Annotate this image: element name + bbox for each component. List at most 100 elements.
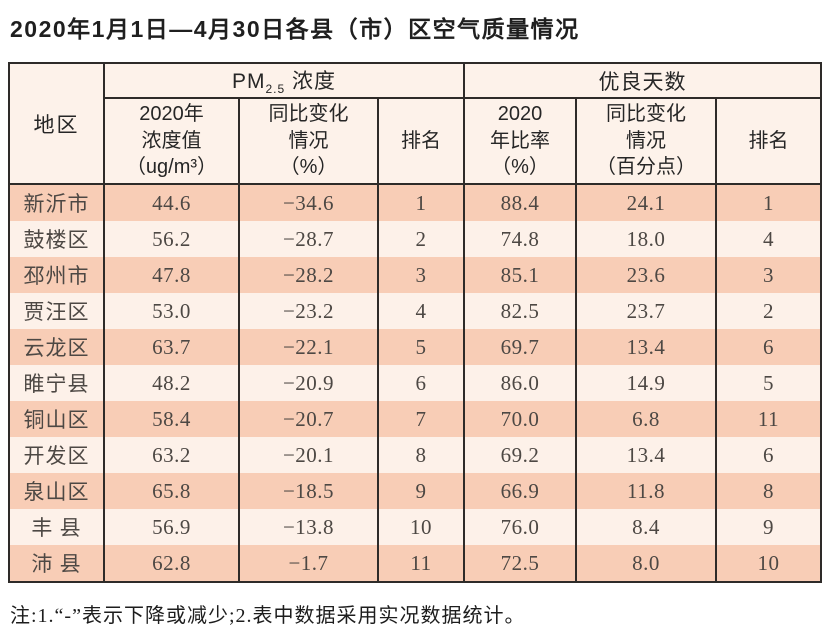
table-row: 丰 县 56.9 −13.8 10 76.0 8.4 9: [8, 509, 823, 545]
cell-pm25-rank: 2: [376, 221, 466, 257]
cell-good-change: 6.8: [575, 401, 718, 437]
cell-good-rank: 1: [715, 184, 823, 221]
col-header-good-rank: 排名: [715, 98, 823, 185]
cell-pm25-value: 48.2: [103, 365, 240, 401]
cell-good-change: 13.4: [575, 329, 718, 365]
col-header-region: 地区: [8, 63, 105, 185]
footnote: 注:1.“-”表示下降或减少;2.表中数据采用实况数据统计。: [10, 605, 526, 627]
cell-pm25-value: 56.9: [103, 509, 240, 545]
col-group-pm25: PM2.5 浓度: [102, 63, 466, 99]
table-row: 泉山区 65.8 −18.5 9 66.9 11.8 8: [8, 473, 823, 509]
cell-pm25-value: 62.8: [103, 545, 240, 582]
cell-region: 铜山区: [8, 401, 105, 437]
table-row: 贾汪区 53.0 −23.2 4 82.5 23.7 2: [8, 293, 823, 329]
cell-pm25-value: 63.7: [103, 329, 240, 365]
table-row: 铜山区 58.4 −20.7 7 70.0 6.8 11: [8, 401, 823, 437]
cell-good-rate: 72.5: [463, 545, 578, 582]
cell-pm25-value: 53.0: [103, 293, 240, 329]
cell-good-rate: 69.7: [463, 329, 578, 365]
cell-good-change: 23.7: [575, 293, 718, 329]
cell-pm25-rank: 8: [376, 437, 466, 473]
cell-good-rate: 69.2: [463, 437, 578, 473]
cell-pm25-change: −20.1: [238, 437, 379, 473]
cell-pm25-change: −28.2: [238, 257, 379, 293]
cell-region: 邳州市: [8, 257, 105, 293]
cell-region: 鼓楼区: [8, 221, 105, 257]
cell-good-change: 24.1: [575, 184, 718, 221]
cell-good-rate: 74.8: [463, 221, 578, 257]
table-row: 鼓楼区 56.2 −28.7 2 74.8 18.0 4: [8, 221, 823, 257]
cell-good-rank: 8: [715, 473, 823, 509]
cell-good-rate: 82.5: [463, 293, 578, 329]
cell-good-rank: 6: [715, 329, 823, 365]
col-header-pm25-value: 2020年 浓度值 （ug/m³）: [103, 98, 240, 185]
header-sub-row: 2020年 浓度值 （ug/m³） 同比变化 情况 （%） 排名 2020 年比…: [9, 98, 823, 185]
pm25-group-label: PM2.5 浓度: [231, 69, 337, 97]
cell-pm25-change: −13.8: [238, 509, 379, 545]
cell-good-rank: 11: [715, 401, 823, 437]
cell-pm25-change: −34.6: [238, 184, 379, 221]
cell-good-rank: 2: [715, 293, 823, 329]
table-body: 新沂市 44.6 −34.6 1 88.4 24.1 1 鼓楼区 56.2 −2…: [8, 184, 823, 582]
cell-region: 泉山区: [8, 473, 105, 509]
pm25-subscript: 2.5: [265, 82, 286, 97]
col-header-good-change: 同比变化 情况 （百分点）: [575, 98, 718, 185]
cell-pm25-rank: 6: [376, 365, 466, 401]
page-title: 2020年1月1日—4月30日各县（市）区空气质量情况: [10, 16, 580, 42]
cell-good-rate: 66.9: [463, 473, 578, 509]
cell-good-rank: 9: [715, 509, 823, 545]
table-row: 邳州市 47.8 −28.2 3 85.1 23.6 3: [8, 257, 823, 293]
table-row: 云龙区 63.7 −22.1 5 69.7 13.4 6: [8, 329, 823, 365]
cell-region: 沛 县: [8, 545, 105, 582]
cell-good-rate: 85.1: [463, 257, 578, 293]
cell-region: 开发区: [8, 437, 105, 473]
cell-region: 丰 县: [8, 509, 105, 545]
col-header-pm25-change: 同比变化 情况 （%）: [238, 98, 379, 185]
cell-pm25-change: −18.5: [238, 473, 379, 509]
cell-good-rank: 6: [715, 437, 823, 473]
cell-region: 云龙区: [8, 329, 105, 365]
cell-pm25-rank: 5: [376, 329, 466, 365]
cell-pm25-rank: 3: [376, 257, 466, 293]
cell-region: 新沂市: [8, 184, 105, 221]
col-header-good-rate: 2020 年比率 （%）: [463, 98, 578, 185]
cell-pm25-rank: 4: [376, 293, 466, 329]
cell-region: 贾汪区: [8, 293, 105, 329]
cell-pm25-change: −20.7: [238, 401, 379, 437]
header-group-row: 地区 PM2.5 浓度 优良天数: [8, 63, 823, 185]
cell-pm25-rank: 10: [376, 509, 466, 545]
col-header-pm25-rank: 排名: [376, 98, 466, 185]
cell-good-rank: 10: [715, 545, 823, 582]
cell-good-change: 13.4: [575, 437, 718, 473]
table-row: 睢宁县 48.2 −20.9 6 86.0 14.9 5: [8, 365, 823, 401]
cell-pm25-rank: 1: [376, 184, 466, 221]
cell-pm25-change: −1.7: [238, 545, 379, 582]
cell-good-change: 18.0: [575, 221, 718, 257]
cell-pm25-value: 44.6: [103, 184, 240, 221]
cell-pm25-change: −22.1: [238, 329, 379, 365]
cell-pm25-rank: 7: [376, 401, 466, 437]
cell-good-rate: 70.0: [463, 401, 578, 437]
cell-good-change: 11.8: [575, 473, 718, 509]
table-row: 开发区 63.2 −20.1 8 69.2 13.4 6: [8, 437, 823, 473]
cell-pm25-value: 65.8: [103, 473, 240, 509]
table-header: 地区 PM2.5 浓度 优良天数 2020年 浓度值 （ug/m³） 同比变化 …: [8, 63, 823, 185]
cell-pm25-value: 58.4: [103, 401, 240, 437]
cell-pm25-change: −28.7: [238, 221, 379, 257]
col-group-good-days: 优良天数: [463, 63, 823, 99]
cell-pm25-rank: 9: [376, 473, 466, 509]
cell-pm25-value: 56.2: [103, 221, 240, 257]
table-row: 沛 县 62.8 −1.7 11 72.5 8.0 10: [8, 545, 823, 582]
cell-good-rank: 4: [715, 221, 823, 257]
cell-good-rate: 88.4: [463, 184, 578, 221]
cell-pm25-rank: 11: [376, 545, 466, 582]
table-row: 新沂市 44.6 −34.6 1 88.4 24.1 1: [8, 184, 823, 221]
cell-good-change: 8.4: [575, 509, 718, 545]
cell-good-change: 8.0: [575, 545, 718, 582]
cell-pm25-value: 63.2: [103, 437, 240, 473]
air-quality-table: 地区 PM2.5 浓度 优良天数 2020年 浓度值 （ug/m³） 同比变化 …: [8, 62, 823, 583]
cell-good-change: 23.6: [575, 257, 718, 293]
cell-pm25-change: −23.2: [238, 293, 379, 329]
cell-good-rank: 5: [715, 365, 823, 401]
